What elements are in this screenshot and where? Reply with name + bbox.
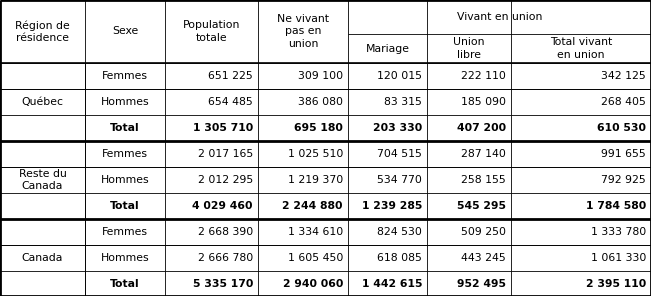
Text: Ne vivant
pas en
union: Ne vivant pas en union — [277, 14, 329, 49]
Text: 2 395 110: 2 395 110 — [586, 279, 646, 289]
Text: 258 155: 258 155 — [462, 175, 506, 185]
Text: Total: Total — [110, 279, 140, 289]
Text: 1 442 615: 1 442 615 — [361, 279, 422, 289]
Text: Vivant en union: Vivant en union — [457, 12, 542, 22]
Text: 386 080: 386 080 — [298, 97, 343, 107]
Text: 1 305 710: 1 305 710 — [193, 123, 253, 133]
Text: Union
libre: Union libre — [453, 37, 485, 60]
Text: 1 784 580: 1 784 580 — [586, 201, 646, 211]
Text: 654 485: 654 485 — [208, 97, 253, 107]
Text: 443 245: 443 245 — [462, 253, 506, 263]
Text: 203 330: 203 330 — [373, 123, 422, 133]
Text: Région de
résidence: Région de résidence — [15, 20, 70, 43]
Text: 1 219 370: 1 219 370 — [288, 175, 343, 185]
Text: Hommes: Hommes — [101, 97, 149, 107]
Text: 704 515: 704 515 — [377, 149, 422, 159]
Text: Femmes: Femmes — [102, 227, 148, 237]
Text: 1 061 330: 1 061 330 — [590, 253, 646, 263]
Text: Total: Total — [110, 201, 140, 211]
Text: 695 180: 695 180 — [294, 123, 343, 133]
Text: 2 940 060: 2 940 060 — [283, 279, 343, 289]
Text: 1 239 285: 1 239 285 — [361, 201, 422, 211]
Text: Québec: Québec — [21, 97, 64, 107]
Text: Total: Total — [110, 123, 140, 133]
Text: Reste du
Canada: Reste du Canada — [19, 169, 66, 191]
Text: 287 140: 287 140 — [461, 149, 506, 159]
Text: 1 025 510: 1 025 510 — [288, 149, 343, 159]
Text: 222 110: 222 110 — [461, 71, 506, 81]
Text: 2 668 390: 2 668 390 — [198, 227, 253, 237]
Text: 534 770: 534 770 — [377, 175, 422, 185]
Text: 309 100: 309 100 — [298, 71, 343, 81]
Text: Mariage: Mariage — [365, 44, 409, 54]
Text: Total vivant
en union: Total vivant en union — [550, 37, 612, 60]
Text: 1 605 450: 1 605 450 — [288, 253, 343, 263]
Text: 509 250: 509 250 — [461, 227, 506, 237]
Text: 120 015: 120 015 — [377, 71, 422, 81]
Text: Femmes: Femmes — [102, 149, 148, 159]
Text: 1 333 780: 1 333 780 — [590, 227, 646, 237]
Text: 2 017 165: 2 017 165 — [198, 149, 253, 159]
Text: 991 655: 991 655 — [602, 149, 646, 159]
Text: 83 315: 83 315 — [384, 97, 422, 107]
Text: 5 335 170: 5 335 170 — [193, 279, 253, 289]
Text: 618 085: 618 085 — [377, 253, 422, 263]
Text: 268 405: 268 405 — [601, 97, 646, 107]
Text: 185 090: 185 090 — [461, 97, 506, 107]
Text: 4 029 460: 4 029 460 — [193, 201, 253, 211]
Text: Sexe: Sexe — [112, 27, 138, 36]
Text: 824 530: 824 530 — [377, 227, 422, 237]
Text: 342 125: 342 125 — [602, 71, 646, 81]
Text: 952 495: 952 495 — [457, 279, 506, 289]
Text: Population
totale: Population totale — [183, 20, 240, 43]
Text: 2 666 780: 2 666 780 — [198, 253, 253, 263]
Text: Hommes: Hommes — [101, 253, 149, 263]
Text: Canada: Canada — [22, 253, 63, 263]
Text: 545 295: 545 295 — [457, 201, 506, 211]
Text: 792 925: 792 925 — [602, 175, 646, 185]
Text: 651 225: 651 225 — [208, 71, 253, 81]
Text: Femmes: Femmes — [102, 71, 148, 81]
Text: Hommes: Hommes — [101, 175, 149, 185]
Text: 2 012 295: 2 012 295 — [198, 175, 253, 185]
Text: 407 200: 407 200 — [457, 123, 506, 133]
Text: 2 244 880: 2 244 880 — [283, 201, 343, 211]
Text: 610 530: 610 530 — [597, 123, 646, 133]
Text: 1 334 610: 1 334 610 — [288, 227, 343, 237]
